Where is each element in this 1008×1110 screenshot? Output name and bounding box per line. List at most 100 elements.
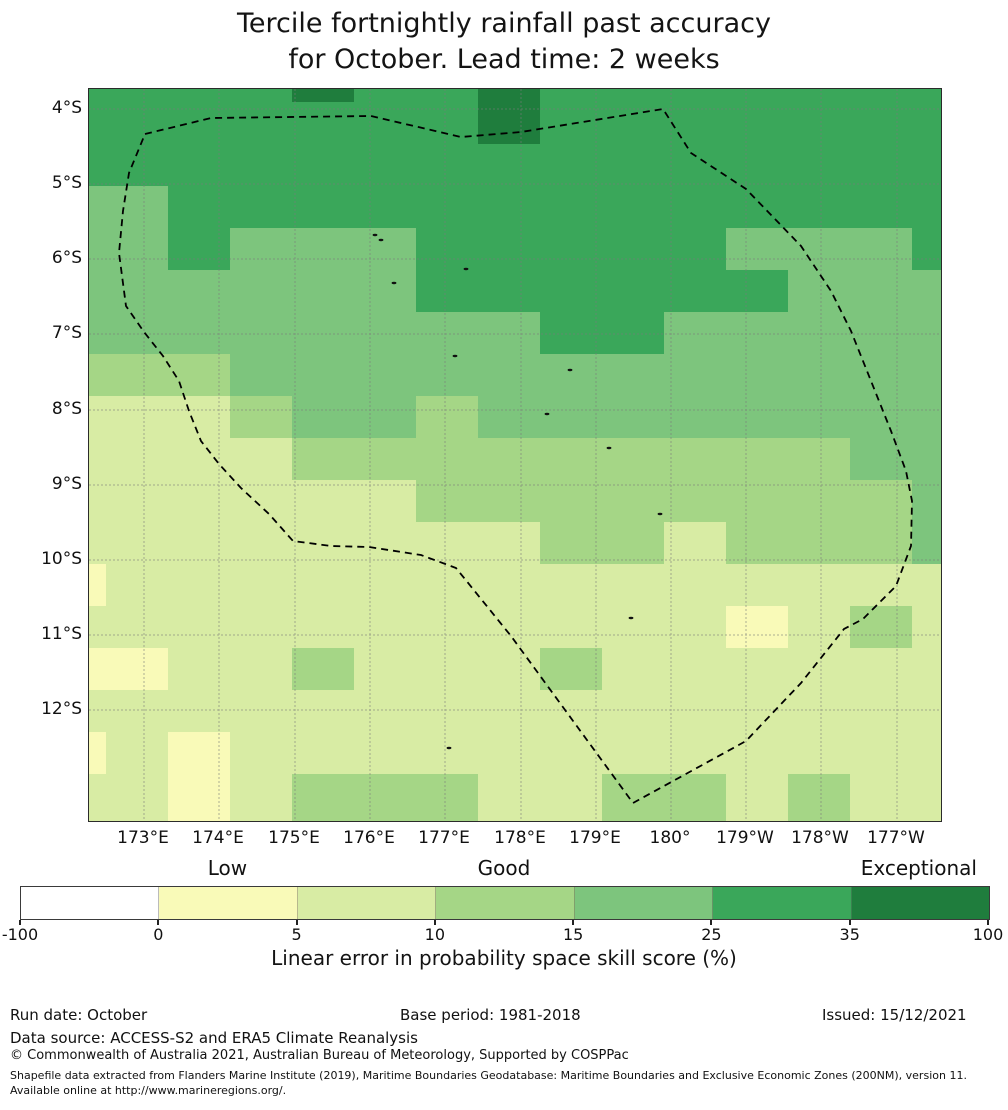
heatmap-cell	[664, 396, 726, 438]
x-tick-label: 179°E	[569, 828, 621, 848]
heatmap-cell	[292, 522, 354, 564]
heatmap-cell	[416, 648, 478, 690]
heatmap-cell	[478, 774, 540, 821]
heatmap-cell	[106, 564, 168, 606]
heatmap-cell	[788, 270, 850, 312]
island-mark	[372, 233, 378, 237]
heatmap-cell	[168, 312, 230, 354]
heatmap-cell	[292, 438, 354, 480]
colorbar	[20, 886, 990, 920]
heatmap-cell	[89, 89, 106, 102]
heatmap-cell	[354, 354, 416, 396]
colorbar-tick-label: 25	[701, 925, 722, 944]
heatmap-cell	[788, 774, 850, 821]
heatmap-cell	[89, 774, 106, 821]
heatmap-cell	[602, 480, 664, 522]
colorbar-tick	[157, 920, 160, 925]
colorbar-tick	[433, 920, 436, 925]
heatmap-cell	[106, 89, 168, 102]
colorbar-tick	[987, 920, 989, 925]
heatmap-cell	[726, 102, 788, 144]
heatmap-cell	[416, 732, 478, 774]
heatmap-cell	[106, 690, 168, 732]
heatmap-cell	[726, 690, 788, 732]
heatmap-cell	[168, 522, 230, 564]
heatmap-cell	[416, 312, 478, 354]
heatmap-cell	[354, 186, 416, 228]
heatmap-cell	[478, 522, 540, 564]
heatmap-cell	[726, 270, 788, 312]
heatmap-cell	[478, 186, 540, 228]
heatmap-cell	[478, 354, 540, 396]
colorbar-caption: Linear error in probability space skill …	[271, 946, 737, 970]
x-tick-label: 175°E	[268, 828, 320, 848]
heatmap-cell	[788, 396, 850, 438]
heatmap-cell	[602, 354, 664, 396]
heatmap-cell	[540, 312, 602, 354]
heatmap-cell	[106, 648, 168, 690]
heatmap-cell	[354, 606, 416, 648]
heatmap-cell	[230, 690, 292, 732]
island-mark	[567, 368, 573, 372]
heatmap-cell	[478, 312, 540, 354]
heatmap-cell	[602, 89, 664, 102]
heatmap-cell	[230, 270, 292, 312]
island-mark	[657, 512, 663, 516]
heatmap-cell	[602, 522, 664, 564]
data-source-text: Data source: ACCESS-S2 and ERA5 Climate …	[10, 1029, 418, 1047]
heatmap-cell	[540, 690, 602, 732]
heatmap-cell	[788, 648, 850, 690]
y-tick-label: 11°S	[41, 624, 82, 644]
heatmap-cell	[788, 606, 850, 648]
heatmap-cell	[89, 522, 106, 564]
heatmap-cell	[850, 396, 912, 438]
colorbar-category-exceptional: Exceptional	[860, 856, 977, 880]
heatmap-cell	[602, 396, 664, 438]
colorbar-tick	[710, 920, 713, 925]
heatmap-cell	[292, 480, 354, 522]
heatmap-cell	[89, 564, 106, 606]
heatmap-cell	[540, 354, 602, 396]
heatmap-cell	[726, 606, 788, 648]
heatmap-cell	[602, 648, 664, 690]
x-tick-label: 177°E	[418, 828, 470, 848]
x-tick-label: 178°W	[791, 828, 849, 848]
heatmap-cell	[292, 354, 354, 396]
heatmap-cell	[106, 102, 168, 144]
heatmap-cell	[168, 89, 230, 102]
colorbar-segment	[574, 887, 714, 919]
x-tick-label: 179°W	[716, 828, 774, 848]
heatmap-cell	[602, 186, 664, 228]
heatmap-cell	[89, 438, 106, 480]
heatmap-cell	[788, 438, 850, 480]
heatmap-cell	[540, 144, 602, 186]
colorbar-segment	[436, 887, 575, 919]
heatmap-cell	[912, 312, 941, 354]
heatmap-cell	[912, 354, 941, 396]
heatmap-cell	[354, 312, 416, 354]
heatmap-cell	[292, 312, 354, 354]
heatmap-cell	[292, 144, 354, 186]
heatmap-cell	[540, 564, 602, 606]
heatmap-cell	[788, 522, 850, 564]
heatmap-cell	[478, 564, 540, 606]
heatmap-cell	[540, 522, 602, 564]
heatmap-cell	[416, 228, 478, 270]
island-mark	[391, 281, 397, 285]
island-mark	[446, 746, 452, 750]
heatmap-cell	[726, 89, 788, 102]
heatmap-cell	[664, 89, 726, 102]
heatmap-cell	[912, 480, 941, 522]
heatmap-cell	[230, 606, 292, 648]
heatmap-cell	[664, 102, 726, 144]
heatmap-cell	[726, 312, 788, 354]
heatmap-cell	[850, 690, 912, 732]
figure-title-line1: Tercile fortnightly rainfall past accura…	[237, 8, 771, 39]
colorbar-tick	[572, 920, 575, 925]
heatmap-cell	[230, 228, 292, 270]
heatmap-cell	[230, 648, 292, 690]
heatmap-cell	[106, 270, 168, 312]
x-tick-label: 177°W	[867, 828, 925, 848]
heatmap-cell	[850, 89, 912, 102]
heatmap-cell	[292, 89, 354, 102]
